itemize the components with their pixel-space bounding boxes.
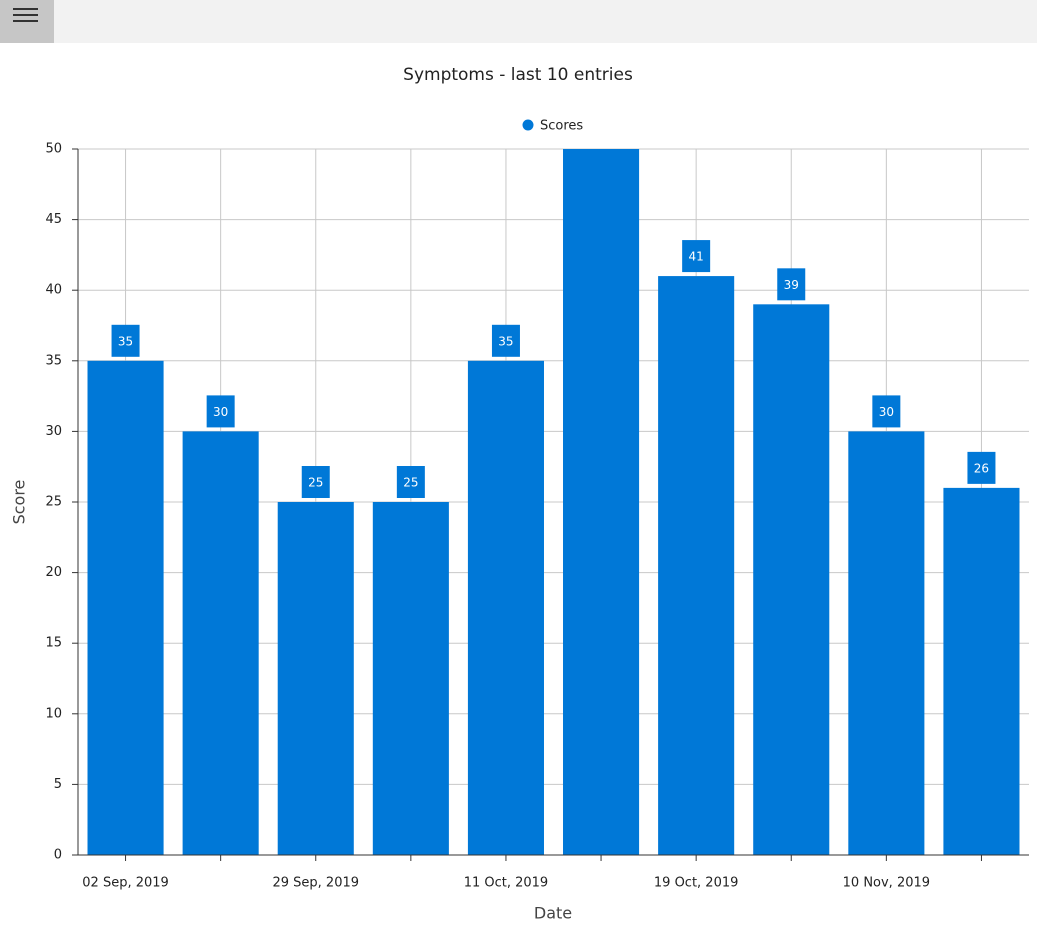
data-label-box xyxy=(396,466,425,498)
data-label-box xyxy=(682,240,711,273)
y-tick-label: 30 xyxy=(45,424,62,439)
y-tick-label: 45 xyxy=(45,212,62,227)
y-tick-label: 10 xyxy=(45,706,62,721)
bar xyxy=(658,276,735,856)
y-tick-label: 5 xyxy=(54,777,62,792)
y-tick-label: 25 xyxy=(45,495,62,510)
bar xyxy=(753,304,830,855)
data-label: 26 xyxy=(974,461,989,475)
x-tick-label: 11 Oct, 2019 xyxy=(464,876,549,891)
data-label: 39 xyxy=(784,278,799,292)
x-tick-label: 29 Sep, 2019 xyxy=(272,876,359,891)
chart-title: Symptoms - last 10 entries xyxy=(403,65,633,85)
data-label-box xyxy=(872,395,901,428)
y-tick-label: 0 xyxy=(54,848,62,863)
bar xyxy=(943,487,1020,855)
data-label-box xyxy=(301,466,330,498)
data-label: 35 xyxy=(498,334,513,348)
y-axis-label: Score xyxy=(10,480,29,525)
legend-label: Scores xyxy=(540,119,583,134)
bar xyxy=(563,149,640,855)
x-tick-label: 10 Nov, 2019 xyxy=(843,876,930,891)
data-label-box xyxy=(967,451,996,484)
bar xyxy=(372,502,449,855)
x-axis-label: Date xyxy=(534,904,572,923)
bar xyxy=(467,360,544,855)
data-label: 30 xyxy=(213,405,228,419)
y-tick-label: 20 xyxy=(45,565,62,580)
top-bar xyxy=(0,0,1037,43)
y-tick-label: 15 xyxy=(45,636,62,651)
bar xyxy=(182,431,259,855)
data-label-box xyxy=(777,268,806,301)
y-tick-label: 40 xyxy=(45,283,62,298)
data-label: 30 xyxy=(879,405,894,419)
x-tick-label: 19 Oct, 2019 xyxy=(654,876,739,891)
bar xyxy=(87,360,164,855)
data-label-box xyxy=(491,324,520,357)
data-label: 25 xyxy=(403,476,418,490)
y-tick-label: 35 xyxy=(45,353,62,368)
menu-button[interactable] xyxy=(0,0,54,43)
data-label: 35 xyxy=(118,334,133,348)
legend-marker xyxy=(522,119,534,131)
data-label-box xyxy=(206,395,235,428)
data-label: 25 xyxy=(308,476,323,490)
x-tick-label: 02 Sep, 2019 xyxy=(82,876,169,891)
y-tick-label: 50 xyxy=(45,142,62,157)
data-label: 41 xyxy=(689,250,704,264)
bar xyxy=(848,431,925,855)
bar xyxy=(277,502,354,855)
data-label-box xyxy=(111,324,140,357)
